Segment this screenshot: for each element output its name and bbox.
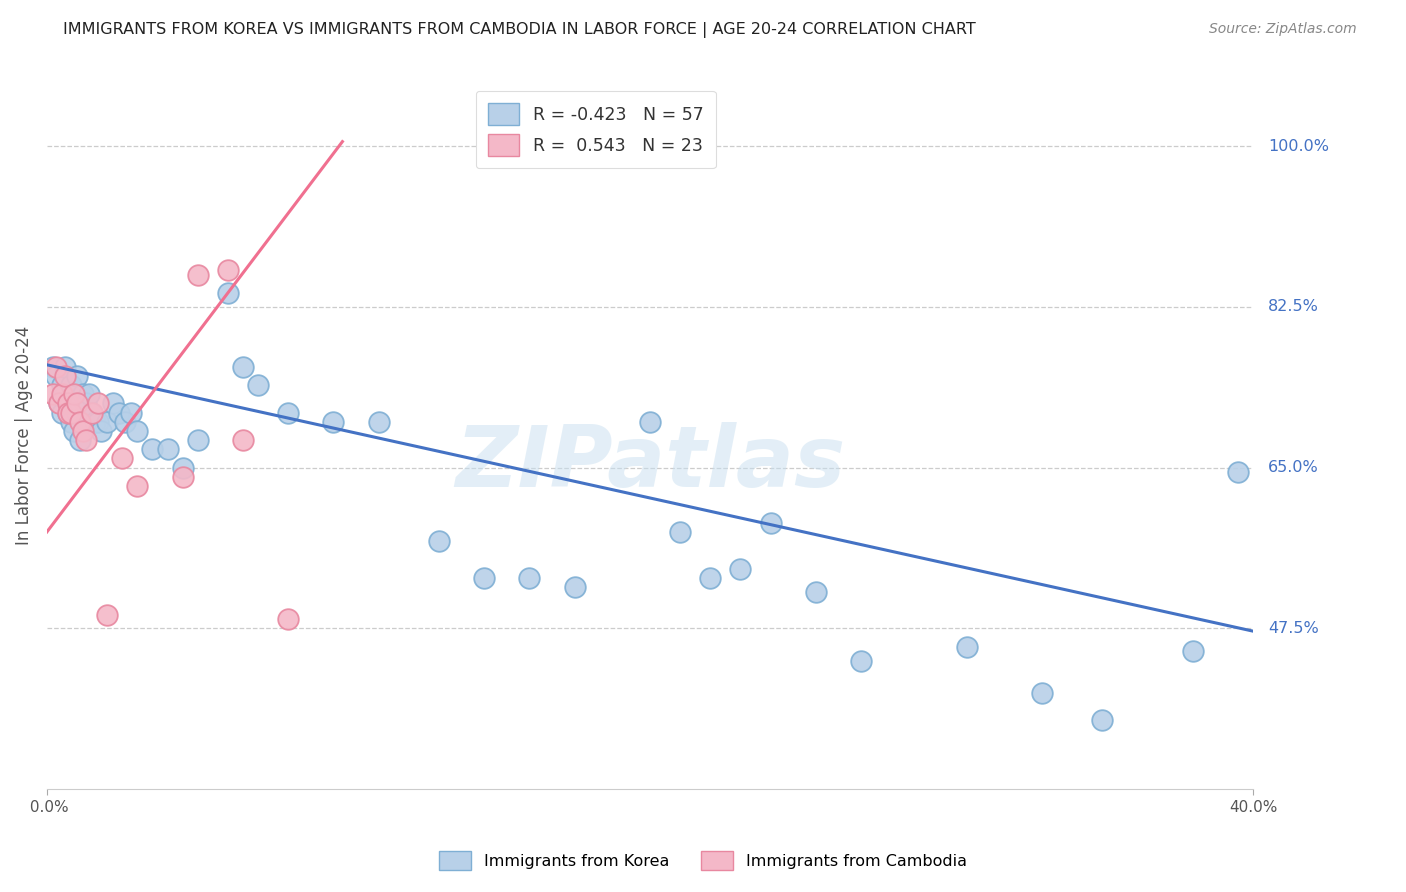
Point xyxy=(82,406,104,420)
Text: 65.0%: 65.0% xyxy=(1268,460,1319,475)
Point xyxy=(42,359,65,374)
Point xyxy=(669,524,692,539)
Point xyxy=(66,396,89,410)
Point xyxy=(96,415,118,429)
Point xyxy=(77,387,100,401)
Point xyxy=(277,612,299,626)
Point xyxy=(849,654,872,668)
Point xyxy=(246,378,269,392)
Point xyxy=(1227,465,1250,479)
Point xyxy=(56,396,79,410)
Point xyxy=(48,396,70,410)
Text: ZIPatlas: ZIPatlas xyxy=(456,422,845,505)
Point xyxy=(63,396,86,410)
Point xyxy=(51,387,73,401)
Point xyxy=(638,415,661,429)
Point xyxy=(56,396,79,410)
Point xyxy=(75,415,97,429)
Point xyxy=(1181,644,1204,658)
Point xyxy=(217,263,239,277)
Point xyxy=(804,584,827,599)
Point xyxy=(60,406,83,420)
Point xyxy=(56,406,79,420)
Y-axis label: In Labor Force | Age 20-24: In Labor Force | Age 20-24 xyxy=(15,326,32,545)
Point xyxy=(48,396,70,410)
Point xyxy=(69,415,91,429)
Point xyxy=(956,640,979,654)
Point xyxy=(82,406,104,420)
Point xyxy=(69,396,91,410)
Point xyxy=(730,562,752,576)
Point xyxy=(156,442,179,457)
Point xyxy=(66,368,89,383)
Text: Source: ZipAtlas.com: Source: ZipAtlas.com xyxy=(1209,22,1357,37)
Point xyxy=(42,387,65,401)
Point xyxy=(172,470,194,484)
Point xyxy=(427,534,450,549)
Point xyxy=(120,406,142,420)
Point xyxy=(759,516,782,530)
Point xyxy=(60,378,83,392)
Point xyxy=(141,442,163,457)
Point xyxy=(103,396,125,410)
Point xyxy=(84,415,107,429)
Point xyxy=(564,580,586,594)
Point xyxy=(87,396,110,410)
Point xyxy=(72,387,94,401)
Point xyxy=(51,378,73,392)
Point xyxy=(232,433,254,447)
Point xyxy=(90,424,112,438)
Legend: Immigrants from Korea, Immigrants from Cambodia: Immigrants from Korea, Immigrants from C… xyxy=(433,845,973,877)
Point xyxy=(53,359,76,374)
Point xyxy=(53,387,76,401)
Point xyxy=(172,460,194,475)
Point xyxy=(232,359,254,374)
Text: 100.0%: 100.0% xyxy=(1268,138,1329,153)
Text: 47.5%: 47.5% xyxy=(1268,621,1319,636)
Point xyxy=(45,368,67,383)
Point xyxy=(96,607,118,622)
Point xyxy=(127,424,149,438)
Point xyxy=(75,433,97,447)
Point xyxy=(187,433,209,447)
Point xyxy=(472,571,495,585)
Point xyxy=(56,406,79,420)
Point xyxy=(66,406,89,420)
Point xyxy=(114,415,136,429)
Point xyxy=(187,268,209,282)
Point xyxy=(277,406,299,420)
Point xyxy=(60,415,83,429)
Point xyxy=(51,406,73,420)
Point xyxy=(72,424,94,438)
Point xyxy=(63,424,86,438)
Point xyxy=(322,415,344,429)
Point xyxy=(75,396,97,410)
Point xyxy=(53,368,76,383)
Point xyxy=(45,359,67,374)
Point xyxy=(519,571,541,585)
Point xyxy=(127,479,149,493)
Point xyxy=(217,286,239,301)
Point xyxy=(111,451,134,466)
Text: IMMIGRANTS FROM KOREA VS IMMIGRANTS FROM CAMBODIA IN LABOR FORCE | AGE 20-24 COR: IMMIGRANTS FROM KOREA VS IMMIGRANTS FROM… xyxy=(63,22,976,38)
Point xyxy=(63,387,86,401)
Legend: R = -0.423   N = 57, R =  0.543   N = 23: R = -0.423 N = 57, R = 0.543 N = 23 xyxy=(475,91,716,169)
Point xyxy=(108,406,131,420)
Point xyxy=(699,571,721,585)
Point xyxy=(1091,713,1114,727)
Text: 82.5%: 82.5% xyxy=(1268,300,1319,315)
Point xyxy=(69,433,91,447)
Point xyxy=(87,415,110,429)
Point xyxy=(367,415,389,429)
Point xyxy=(1031,686,1053,700)
